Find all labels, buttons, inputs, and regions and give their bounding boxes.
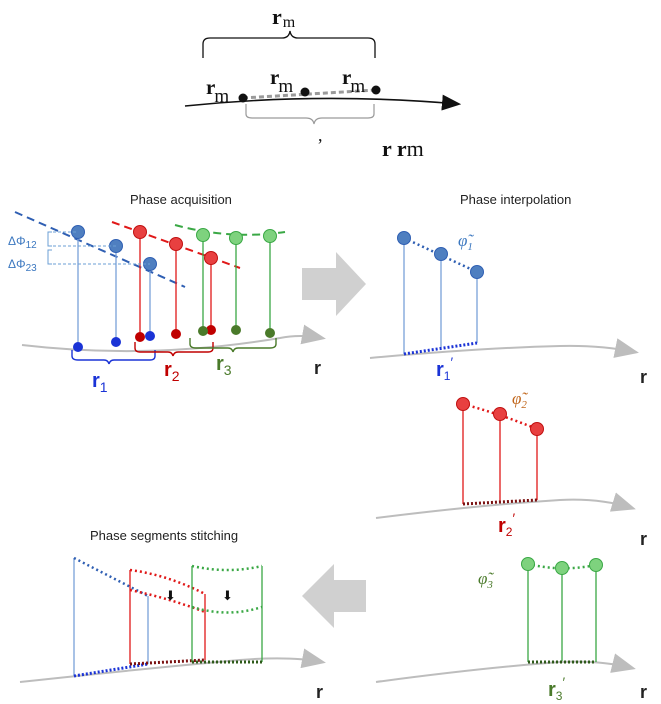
interp-pt-red-1 [456, 397, 470, 411]
interp-seg-red [462, 498, 538, 506]
axis-label-interp3: r [640, 682, 647, 702]
axis-interp1 [369, 338, 639, 359]
down-arrow-icon-2: ⬇ [222, 588, 233, 603]
phi1-label: φ̃1 [458, 231, 474, 253]
phase-pt-blue-1 [71, 225, 85, 239]
interp-curve-red [462, 402, 538, 431]
phase-pt-green-3 [263, 229, 277, 243]
arrow-right-icon [302, 252, 366, 316]
interp-pt-red-2 [493, 407, 507, 421]
delta23-bracket [47, 249, 52, 265]
phase-pt-red-1 [133, 225, 147, 239]
top-caption: r rm [382, 136, 424, 161]
pos-pt-green-2 [231, 325, 241, 335]
pos-pt-red-3 [206, 325, 216, 335]
point-left [238, 93, 248, 103]
axis-interp3 [375, 653, 636, 683]
r1-label: r1 [92, 370, 108, 395]
interp-pt-blue-2 [434, 247, 448, 261]
interp-pt-blue-3 [470, 265, 484, 279]
delta-bracket-lines [48, 231, 150, 265]
panel-interp-3: r φ̃3 r3′ [375, 557, 647, 703]
point-left-label: rm [206, 75, 229, 107]
axis-label-interp2: r [640, 529, 647, 549]
panel-phase-stitching: Phase segments stitching r ⬇ ⬇ [19, 528, 326, 702]
phase-line-green [174, 224, 286, 236]
pos-pt-blue-3 [145, 331, 155, 341]
interp-seg-blue [403, 341, 478, 356]
panel-phase-interpolation: Phase interpolation r φ̃1 r1′ [369, 192, 647, 387]
r3-brace [189, 338, 277, 353]
r2-brace [134, 342, 214, 357]
r3-label: r3 [216, 353, 232, 378]
stitch-curve-green [191, 564, 263, 572]
top-sampled-segment [242, 88, 377, 100]
pos-pt-green-1 [198, 326, 208, 336]
pos-pt-red-1 [135, 332, 145, 342]
phase-pt-red-2 [169, 237, 183, 251]
phase-pt-red-3 [204, 251, 218, 265]
lower-brace [245, 104, 375, 125]
delta12-bracket [47, 231, 52, 247]
point-right [371, 85, 381, 95]
panel-phase-acquisition: Phase acquisition r [8, 192, 326, 395]
delta23-label: ΔΦ23 [8, 257, 37, 274]
lower-brace-label: , [318, 125, 323, 145]
delta12-label: ΔΦ12 [8, 234, 37, 251]
phi2-label: φ̃2 [512, 389, 528, 411]
down-arrow-icon-1: ⬇ [165, 588, 176, 603]
axis-label-interp1: r [640, 367, 647, 387]
stitch-seg-blue [73, 662, 149, 678]
interp-pt-red-3 [530, 422, 544, 436]
top-brace-label: rm [272, 4, 296, 31]
top-trajectory [184, 94, 462, 111]
phase-pt-green-2 [229, 231, 243, 245]
panel-title-acquisition: Phase acquisition [130, 192, 232, 207]
pos-pt-blue-2 [111, 337, 121, 347]
pos-pt-blue-1 [73, 342, 83, 352]
arrow-left-icon [302, 564, 366, 628]
axis-acquisition [21, 324, 326, 353]
phase-pt-green-1 [196, 228, 210, 242]
stitch-curve-red [129, 568, 206, 596]
r2prime-label: r2′ [498, 510, 515, 539]
interp-pt-green-2 [555, 561, 569, 575]
axis-label-acquisition: r [314, 358, 321, 378]
phi3-label: φ̃3 [478, 569, 494, 591]
phase-line-blue [14, 211, 186, 288]
panel-interp-2: r φ̃2 r2′ [375, 389, 647, 549]
interp-pt-green-1 [521, 557, 535, 571]
r1-brace [71, 350, 156, 365]
stitch-curve-green-shifted [191, 605, 263, 614]
interp-pt-blue-1 [397, 231, 411, 245]
top-brace [202, 30, 376, 58]
pos-pt-red-2 [171, 329, 181, 339]
panel-title-interpolation: Phase interpolation [460, 192, 571, 207]
panel-title-stitching: Phase segments stitching [90, 528, 238, 543]
top-schematic: rm rm rm rm , r rm [184, 4, 462, 161]
r2-label: r2 [164, 359, 180, 384]
axis-interp2 [375, 492, 636, 519]
point-mid-label: rm [270, 65, 293, 97]
r3prime-label: r3′ [548, 674, 565, 703]
axis-label-stitching: r [316, 682, 323, 702]
pos-pt-green-3 [265, 328, 275, 338]
stitch-curve-blue [73, 556, 149, 598]
point-right-label: rm [342, 65, 365, 97]
point-mid [300, 87, 310, 97]
stitch-seg-red [129, 658, 206, 666]
interp-pt-green-3 [589, 558, 603, 572]
r1prime-label: r1′ [436, 354, 453, 383]
